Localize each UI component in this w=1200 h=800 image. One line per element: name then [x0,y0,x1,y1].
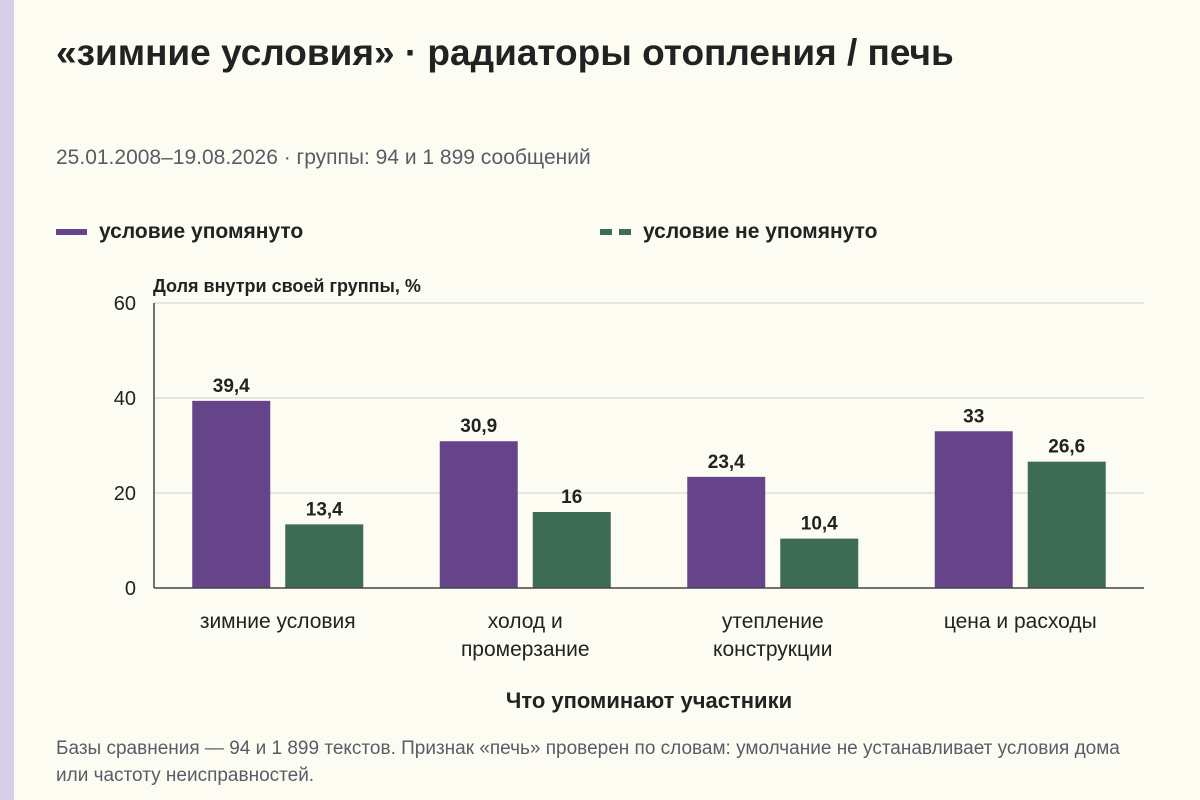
bar [532,512,611,588]
category-label: конструкции [713,638,832,661]
legend-label-mentioned: условие упомянуто [99,220,304,243]
legend-swatch-not-mentioned [600,229,631,235]
y-tick-label: 20 [114,483,136,505]
category-label: холод и [488,610,563,633]
legend-swatch-mentioned [56,229,87,235]
chart-title: «зимние условия» · радиаторы отопления /… [56,32,954,73]
y-tick-label: 40 [114,388,136,410]
value-label: 30,9 [460,416,497,437]
bar [687,476,766,588]
value-label: 39,4 [213,376,250,397]
legend-item-not-mentioned: условие не упомянуто [600,220,877,244]
bar [934,431,1013,588]
x-axis-title: Что упоминают участники [506,688,792,713]
legend-item-mentioned: условие упомянуто [56,220,303,244]
category-labels: зимние условия холод и промерзание утеплени… [200,610,1097,661]
category-label: промерзание [461,638,590,661]
footnote: Базы сравнения — 94 и 1 899 текстов. При… [56,738,1120,786]
y-tick-label: 60 [114,293,136,315]
legend-label-not-mentioned: условие не упомянуто [643,220,878,243]
value-labels: 39,4 13,4 30,9 16 23,4 10,4 33 26,6 [213,376,1085,535]
y-axis-title: Доля внутри своей группы, % [153,276,421,296]
value-label: 26,6 [1048,437,1085,458]
y-tick-label: 0 [125,578,136,600]
bar [285,524,364,588]
category-label: цена и расходы [944,610,1097,633]
value-label: 13,4 [306,499,343,520]
category-label: зимние условия [200,610,356,633]
bar [439,441,518,588]
value-label: 33 [963,406,984,427]
value-label: 10,4 [801,514,838,535]
value-label: 16 [561,487,582,508]
bar [192,400,271,588]
value-label: 23,4 [708,452,745,473]
bars [192,400,1106,588]
chart-subtitle: 25.01.2008–19.08.2026 · группы: 94 и 1 8… [56,146,591,169]
bar [1027,461,1106,588]
bar [780,538,859,588]
y-tick-labels: 0 20 40 60 [114,293,136,600]
accent-bar [0,0,14,800]
category-label: утепление [722,610,824,633]
